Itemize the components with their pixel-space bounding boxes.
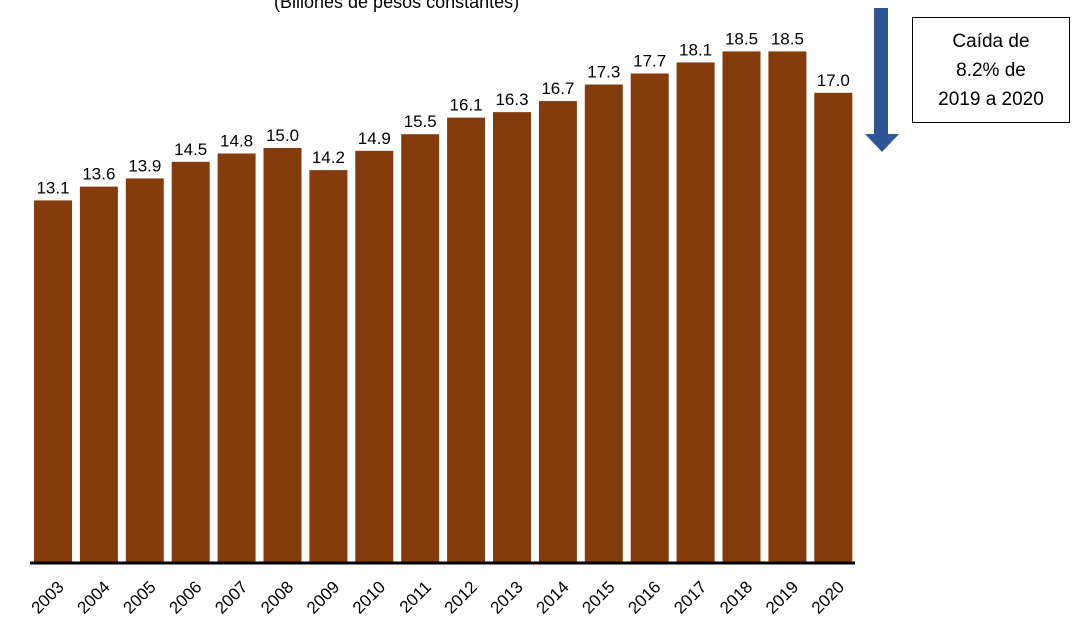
- bar-2006: [171, 161, 210, 563]
- bar-2012: [447, 117, 486, 562]
- value-label-2007: 14.8: [220, 132, 253, 151]
- tick-labels-group: 2003 2004 2005 2006 2007 2008 2009 2010 2011 2012…: [28, 577, 848, 617]
- value-label-2004: 13.6: [82, 165, 115, 184]
- value-label-2020: 17.0: [817, 71, 850, 90]
- tick-label-2014: 2014: [533, 577, 573, 617]
- tick-label-2016: 2016: [624, 577, 664, 617]
- tick-label-2010: 2010: [349, 577, 389, 617]
- value-label-2015: 17.3: [587, 63, 620, 82]
- bar-2019: [768, 51, 807, 563]
- bar-2010: [355, 150, 394, 563]
- bar-2016: [630, 73, 669, 562]
- tick-label-2007: 2007: [211, 577, 251, 617]
- tick-label-2004: 2004: [74, 577, 114, 617]
- arrow-shaft: [874, 8, 888, 136]
- tick-label-2015: 2015: [578, 577, 618, 617]
- bar-2013: [493, 112, 531, 562]
- tick-label-2005: 2005: [119, 577, 159, 617]
- bar-2011: [401, 134, 440, 562]
- tick-label-2012: 2012: [441, 577, 481, 617]
- value-labels-group: 13.1 13.6 13.9 14.5 14.8 15.0 14.2 14.9 15.5 16.1…: [36, 29, 849, 197]
- tick-label-2011: 2011: [396, 577, 435, 616]
- value-label-2017: 18.1: [679, 40, 712, 59]
- tick-label-2009: 2009: [303, 577, 343, 617]
- down-arrow-icon: [865, 8, 899, 152]
- tick-label-2019: 2019: [762, 577, 802, 617]
- bar-2005: [125, 178, 164, 562]
- bar-2004: [79, 186, 118, 562]
- tick-label-2020: 2020: [808, 577, 848, 617]
- bar-2015: [584, 84, 623, 562]
- bars-group: [34, 51, 853, 563]
- tick-label-2017: 2017: [670, 577, 710, 617]
- bar-2018: [722, 51, 761, 563]
- bar-2007: [217, 153, 256, 562]
- tick-label-2008: 2008: [257, 577, 297, 617]
- value-label-2018: 18.5: [725, 29, 758, 48]
- chart-subtitle: (Billones de pesos constantes): [274, 0, 520, 12]
- annotation-line-3: 2019 a 2020: [938, 88, 1044, 110]
- value-label-2003: 13.1: [36, 178, 69, 197]
- value-label-2005: 13.9: [128, 156, 161, 175]
- value-label-2019: 18.5: [771, 29, 804, 48]
- bar-2008: [263, 148, 302, 562]
- bar-2020: [814, 92, 853, 563]
- value-label-2006: 14.5: [174, 140, 207, 159]
- bar-2003: [34, 200, 72, 562]
- annotation-box: Caída de 8.2% de 2019 a 2020: [912, 17, 1070, 123]
- value-label-2009: 14.2: [312, 148, 345, 167]
- value-label-2016: 17.7: [633, 52, 666, 71]
- bar-2009: [309, 170, 348, 562]
- tick-label-2018: 2018: [716, 577, 756, 617]
- value-label-2014: 16.7: [541, 79, 574, 98]
- bar-2014: [538, 101, 577, 562]
- value-label-2008: 15.0: [266, 126, 299, 145]
- tick-label-2013: 2013: [487, 577, 527, 617]
- value-label-2012: 16.1: [450, 96, 483, 115]
- annotation-line-2: 8.2% de: [956, 59, 1026, 81]
- tick-label-2003: 2003: [28, 577, 68, 617]
- tick-label-2006: 2006: [165, 577, 205, 617]
- value-label-2013: 16.3: [495, 90, 528, 109]
- annotation-line-1: Caída de: [952, 30, 1030, 52]
- value-label-2010: 14.9: [358, 129, 391, 148]
- bar-2017: [676, 62, 715, 563]
- value-label-2011: 15.5: [404, 112, 437, 131]
- arrow-head: [865, 134, 899, 152]
